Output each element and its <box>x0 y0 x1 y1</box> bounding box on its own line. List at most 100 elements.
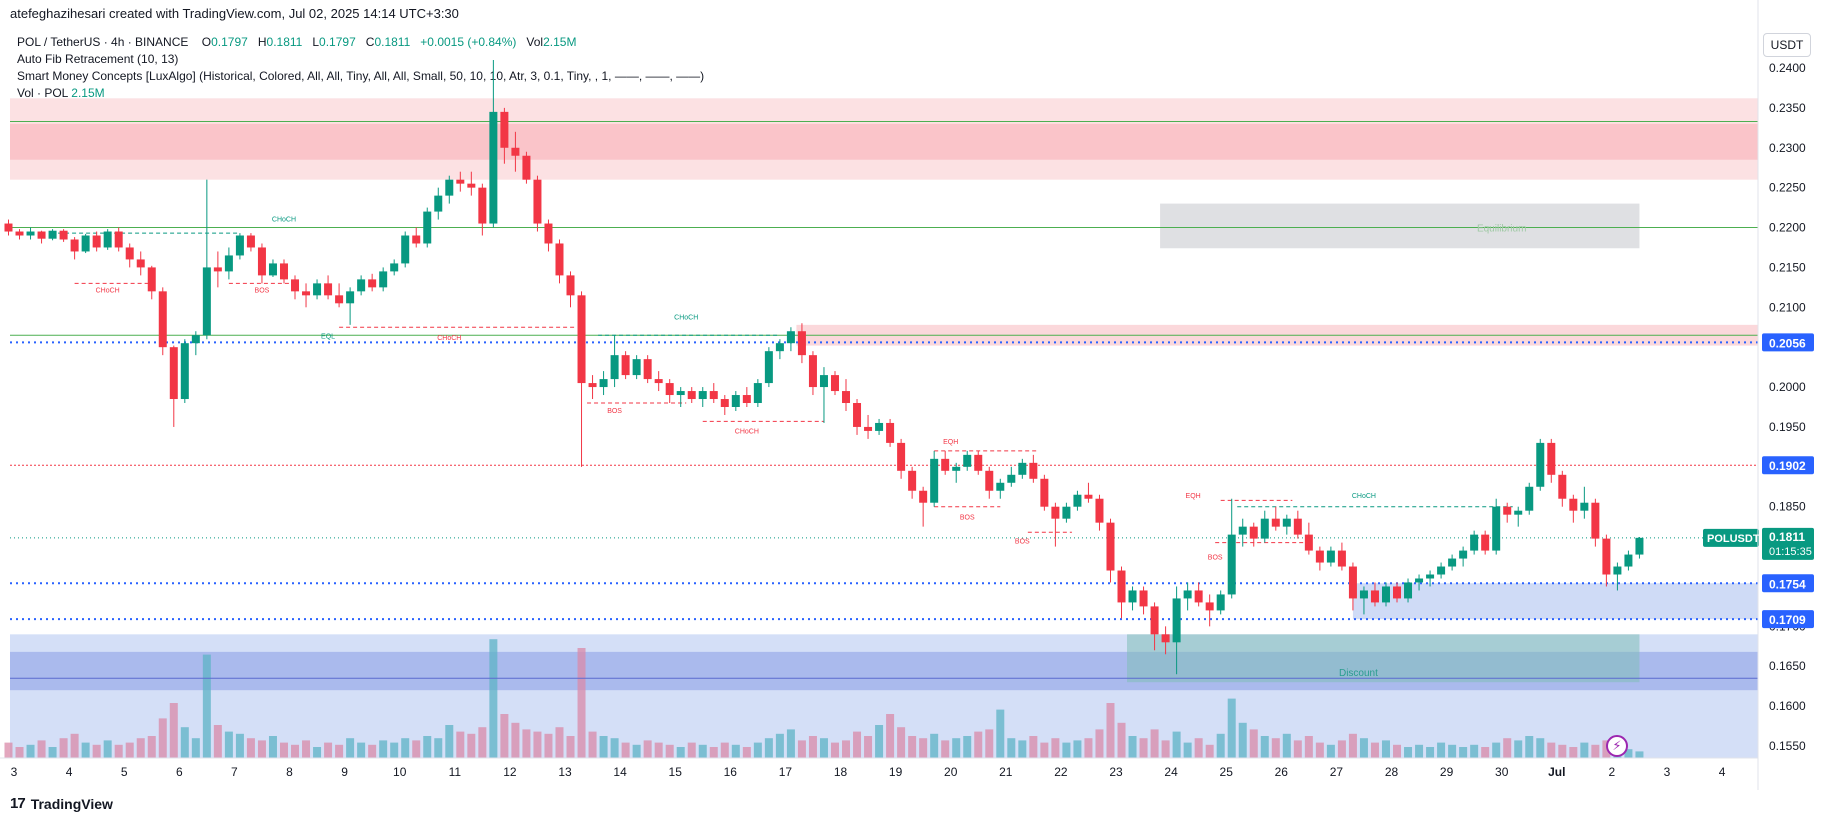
candle-body <box>158 291 167 348</box>
tradingview-footer[interactable]: 17 TradingView <box>10 795 113 812</box>
x-tick-label: 26 <box>1275 765 1289 779</box>
volume-bar <box>467 733 476 758</box>
premium-zone-inner <box>10 123 1758 160</box>
x-tick-label: 8 <box>286 765 293 779</box>
volume-bar <box>1216 733 1225 758</box>
volume-bar <box>599 736 608 758</box>
volume-bar <box>621 742 630 758</box>
candle-body <box>302 291 311 296</box>
horizontal-levels <box>10 120 1758 679</box>
candle-body <box>1359 590 1368 599</box>
footer-brand: TradingView <box>30 795 113 812</box>
chart-attribution: atefeghazihesari created with TradingVie… <box>10 6 459 21</box>
candle-body <box>775 343 784 352</box>
volume-bar <box>302 740 311 758</box>
volume-bar <box>313 747 322 758</box>
candle-body <box>797 331 806 356</box>
candle-body <box>1260 518 1269 539</box>
volume-bar <box>1326 744 1335 758</box>
currency-selector[interactable]: USDT <box>1763 33 1811 57</box>
volume-bar <box>941 740 950 758</box>
volume-bar <box>489 639 498 758</box>
candle-body <box>533 179 542 224</box>
annotation-label: EQH <box>943 439 958 446</box>
volume-bar <box>1117 722 1126 758</box>
volume-bar <box>753 742 762 758</box>
volume-bar <box>1481 747 1490 758</box>
volume-bar <box>952 738 961 758</box>
candle-body <box>875 422 884 431</box>
volume-bar <box>555 727 564 758</box>
volume-bar <box>720 742 729 758</box>
volume-bar <box>136 738 145 758</box>
volume-bar <box>246 738 255 758</box>
vol-indicator-value: 2.15M <box>71 86 105 100</box>
lightning-icon[interactable]: ⚡ <box>1606 735 1628 757</box>
candle-body <box>114 231 123 248</box>
volume-bar <box>1404 747 1413 758</box>
price-label: 0.2056 <box>1769 336 1806 350</box>
legend-symbol-row[interactable]: POL / TetherUS · 4h · BINANCE O0.1797 H0… <box>17 34 704 51</box>
volume-bar <box>1547 742 1556 758</box>
volume-bar <box>456 731 465 758</box>
candle-body <box>180 343 189 400</box>
volume-bar <box>1580 742 1589 758</box>
volume-bar <box>1139 738 1148 758</box>
candle-body <box>577 295 586 384</box>
last-price-countdown: 01:15:35 <box>1769 546 1812 558</box>
vol-indicator-label: Vol · POL <box>17 86 68 100</box>
high-label: H <box>257 35 267 49</box>
volume-bar <box>842 740 851 758</box>
candle-body <box>853 403 862 427</box>
candle-body <box>643 359 652 380</box>
volume-bar <box>1260 736 1269 758</box>
candle-body <box>169 347 178 400</box>
legend-indicator-fib[interactable]: Auto Fib Retracement (10, 13) <box>17 52 179 66</box>
candle-body <box>1503 506 1512 515</box>
volume-bar <box>1073 740 1082 758</box>
candle-body <box>952 466 961 471</box>
candle-body <box>1095 498 1104 523</box>
candle-body <box>1326 550 1335 563</box>
candle-body <box>1470 534 1479 551</box>
volume-bar <box>268 736 277 758</box>
candle-body <box>974 454 983 471</box>
x-tick-label: 4 <box>1719 765 1726 779</box>
candle-body <box>125 247 134 260</box>
volume-bar <box>401 738 410 758</box>
legend-indicator-vol[interactable]: Vol · POL 2.15M <box>17 85 704 102</box>
volume-bar <box>963 736 972 758</box>
candle-body <box>1459 550 1468 559</box>
annotation-label: EQL <box>321 334 335 341</box>
symbol-name[interactable]: POL / TetherUS · 4h · BINANCE <box>17 35 189 49</box>
volume-bar <box>1095 729 1104 758</box>
legend-indicator-smc[interactable]: Smart Money Concepts [LuxAlgo] (Historic… <box>17 69 705 83</box>
candle-body <box>786 331 795 344</box>
candle-body <box>1558 474 1567 499</box>
volume-bar <box>654 742 663 758</box>
candle-body <box>1337 550 1346 567</box>
volume-bar <box>974 731 983 758</box>
candle-body <box>1040 478 1049 507</box>
candle-body <box>621 355 630 376</box>
candle-body <box>1492 506 1501 551</box>
annotation-label: BOS <box>1208 555 1223 562</box>
candle-body <box>92 235 101 248</box>
volume-bar <box>919 738 928 758</box>
candle-body <box>70 239 79 252</box>
volume-bar <box>81 742 90 758</box>
candle-body <box>268 263 277 276</box>
volume-bar <box>864 736 873 758</box>
y-tick-label: 0.2350 <box>1769 101 1806 115</box>
volume-bar <box>709 747 718 758</box>
price-chart[interactable]: CHoCH CHoCH BOS EQL CHoCH CHoCH BOS CHoCH EQH BOS… <box>0 0 1835 790</box>
candle-body <box>544 223 553 244</box>
volume-bar <box>1393 744 1402 758</box>
volume-bar <box>1470 744 1479 758</box>
candle-body <box>1227 534 1236 595</box>
candle-body <box>15 231 24 236</box>
candle-body <box>1139 590 1148 607</box>
volume-bar <box>610 738 619 758</box>
y-tick-label: 0.1600 <box>1769 699 1806 713</box>
change-value: +0.0015 (+0.84%) <box>420 35 517 49</box>
